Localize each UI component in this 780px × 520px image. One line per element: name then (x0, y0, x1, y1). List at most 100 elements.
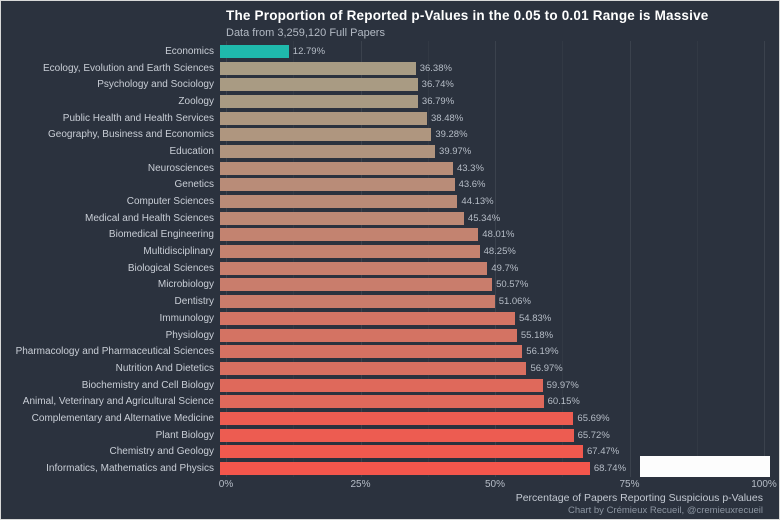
bar-track: 36.79% (220, 94, 758, 108)
bar-track: 43.3% (220, 161, 758, 175)
bar-track: 36.38% (220, 61, 758, 75)
category-label: Neurosciences (147, 162, 214, 174)
bar-track: 68.74% (220, 462, 758, 476)
bar-track: 49.7% (220, 261, 758, 275)
bar-value-label: 59.97% (546, 379, 579, 391)
bar-value-label: 36.38% (419, 62, 452, 74)
bar-row: Immunology 54.83% (1, 310, 779, 327)
bar (220, 411, 574, 425)
bar-row: Biomedical Engineering 48.01% (1, 227, 779, 244)
bar-row: Physiology 55.18% (1, 327, 779, 344)
bar (220, 195, 458, 209)
category-label: Chemistry and Geology (109, 446, 215, 458)
category-label: Nutrition And Dietetics (115, 362, 214, 374)
bar-row: Nutrition And Dietetics 56.97% (1, 360, 779, 377)
gridline-major (360, 41, 362, 477)
bar (220, 278, 493, 292)
x-axis-label: Percentage of Papers Reporting Suspiciou… (515, 492, 763, 504)
bar-value-label: 43.6% (458, 179, 486, 191)
category-label: Biological Sciences (127, 262, 214, 274)
bar-row: Zoology 36.79% (1, 93, 779, 110)
category-label: Dentistry (174, 296, 214, 308)
bar-value-label: 60.15% (547, 396, 580, 408)
bar-track: 65.72% (220, 428, 758, 442)
bar (220, 245, 480, 259)
bar-row: Microbiology 50.57% (1, 277, 779, 294)
bar (220, 161, 453, 175)
bar-track: 48.25% (220, 245, 758, 259)
bar (220, 395, 544, 409)
bar-row: Computer Sciences 44.13% (1, 193, 779, 210)
bar-rows: Economics 12.79% Ecology, Evolution and Ea… (1, 43, 779, 477)
bar-value-label: 49.7% (491, 262, 519, 274)
bar-track: 55.18% (220, 328, 758, 342)
category-label: Medical and Health Sciences (85, 212, 214, 224)
bar-track: 65.69% (220, 411, 758, 425)
bar-track: 56.19% (220, 345, 758, 359)
bar (220, 328, 517, 342)
bar-value-label: 54.83% (518, 312, 552, 324)
category-label: Multidisciplinary (143, 246, 214, 258)
bar (220, 128, 432, 142)
bar-row: Biological Sciences 49.7% (1, 260, 779, 277)
bar-row: Complementary and Alternative Medicine 65… (1, 410, 779, 427)
bar (220, 428, 574, 442)
bar-row: Multidisciplinary 48.25% (1, 243, 779, 260)
bar-value-label: 68.74% (593, 463, 627, 475)
bar-row: Medical and Health Sciences 45.34% (1, 210, 779, 227)
white-patch (640, 456, 770, 477)
x-axis-tick-label: 0% (218, 479, 234, 490)
bar-row: Education 39.97% (1, 143, 779, 160)
bar-value-label: 44.13% (461, 196, 494, 208)
bar-row: Informatics, Mathematics and Physics 68.7… (1, 460, 779, 477)
category-label: Biochemistry and Cell Biology (81, 379, 214, 391)
bar-value-label: 50.57% (496, 279, 529, 291)
bar-row: Ecology, Evolution and Earth Sciences 36.… (1, 60, 779, 77)
bar-row: Biochemistry and Cell Biology 59.97% (1, 377, 779, 394)
bar-row: Dentistry 51.06% (1, 293, 779, 310)
bar (220, 378, 543, 392)
category-label: Economics (165, 45, 214, 57)
bar-value-label: 36.74% (421, 79, 454, 91)
category-label: Pharmacology and Pharmaceutical Sciences (15, 346, 214, 358)
bar (220, 261, 488, 275)
bar (220, 228, 479, 242)
bar-row: Neurosciences 43.3% (1, 160, 779, 177)
bar-track: 45.34% (220, 211, 758, 225)
bar-row: Genetics 43.6% (1, 177, 779, 194)
bar (220, 462, 590, 476)
category-label: Zoology (178, 95, 214, 107)
x-axis-tick-label: 25% (350, 479, 371, 490)
category-label: Physiology (165, 329, 214, 341)
bar-track: 36.74% (220, 78, 758, 92)
bar (220, 211, 464, 225)
bar-value-label: 39.97% (439, 145, 472, 157)
category-label: Microbiology (157, 279, 214, 291)
bar (220, 361, 527, 375)
category-label: Geography, Business and Economics (47, 129, 214, 141)
bar-track: 50.57% (220, 278, 758, 292)
bar-value-label: 67.47% (586, 446, 620, 458)
bar-track: 56.97% (220, 361, 758, 375)
bar-value-label: 45.34% (467, 212, 501, 224)
bar-track: 39.28% (220, 128, 758, 142)
bar-row: Plant Biology 65.72% (1, 427, 779, 444)
gridline-major (629, 41, 631, 477)
bar-value-label: 48.01% (482, 229, 515, 241)
bar (220, 345, 523, 359)
bar (220, 144, 436, 158)
gridline-major (495, 41, 496, 477)
chart-credit-caption: Chart by Crémieux Recueil, @cremieuxrecu… (568, 505, 763, 516)
bar-track: 12.79% (220, 44, 758, 58)
bar-row: Geography, Business and Economics 39.28% (1, 126, 779, 143)
bar-track: 48.01% (220, 228, 758, 242)
bar-value-label: 56.97% (530, 362, 563, 374)
bar-row: Economics 12.79% (1, 43, 779, 60)
bar-row: Chemistry and Geology 67.47% (1, 444, 779, 461)
category-label: Animal, Veterinary and Agricultural Scie… (22, 396, 214, 408)
bar-track: 38.48% (220, 111, 758, 125)
category-label: Genetics (174, 179, 214, 191)
x-axis-tick-label: 75% (619, 479, 640, 490)
plot-gridlines (226, 41, 765, 477)
